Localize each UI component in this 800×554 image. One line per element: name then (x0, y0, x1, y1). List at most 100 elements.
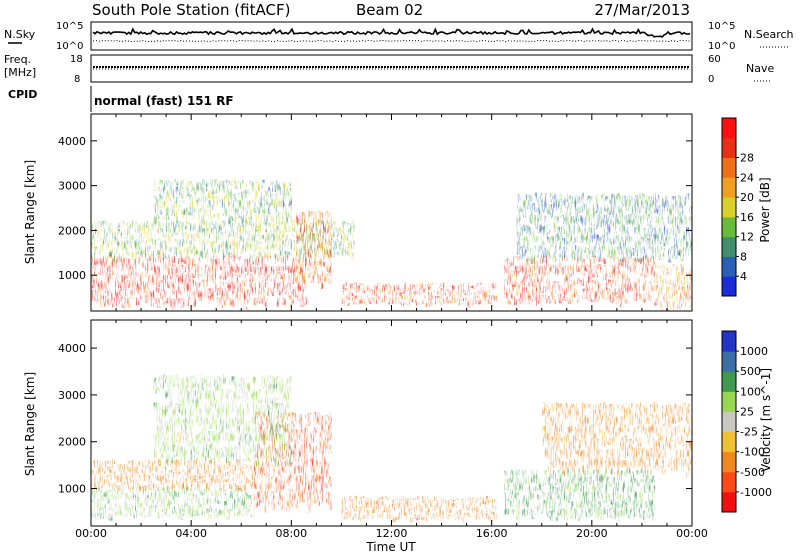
echo-cell (389, 289, 393, 295)
echo-cell (94, 474, 98, 478)
echo-cell (235, 485, 240, 491)
echo-cell (192, 187, 197, 197)
echo-cell (556, 402, 561, 415)
echo-cell (431, 302, 435, 306)
echo-cell (667, 204, 672, 221)
echo-cell (559, 437, 564, 447)
echo-cell (237, 417, 241, 435)
echo-cell (228, 389, 233, 400)
echo-cell (291, 219, 295, 227)
echo-cell (139, 511, 143, 516)
echo-cell (159, 244, 164, 252)
echo-cell (296, 236, 300, 245)
echo-cell (103, 220, 107, 227)
echo-cell (264, 431, 268, 442)
echo-cell (598, 217, 602, 228)
echo-cell (667, 217, 672, 224)
echo-cell (619, 206, 624, 215)
echo-cell (328, 274, 332, 284)
echo-cell (540, 203, 545, 213)
echo-cell (594, 500, 598, 510)
echo-cell (247, 484, 252, 489)
echo-cell (205, 485, 210, 491)
echo-cell (237, 214, 241, 219)
echo-cell (663, 265, 667, 275)
echo-cell (395, 503, 399, 507)
echo-cell (622, 414, 627, 422)
echo-cell (576, 477, 580, 486)
echo-cell (165, 273, 170, 284)
echo-cell (123, 298, 128, 309)
echo-cell (169, 460, 173, 466)
echo-cell (276, 282, 280, 290)
noise-left-tick-top: 10^5 (56, 21, 83, 32)
echo-cell (183, 221, 188, 228)
echo-cell (553, 426, 558, 436)
echo-cell (540, 192, 545, 203)
echo-cell (231, 239, 235, 248)
echo-cell (103, 264, 107, 275)
echo-cell (543, 215, 548, 223)
echo-cell (255, 233, 259, 238)
echo-cell (258, 189, 262, 196)
echo-cell (484, 495, 489, 501)
echo-cell (313, 459, 318, 477)
echo-cell (371, 509, 375, 514)
echo-cell (187, 460, 192, 466)
echo-cell (431, 506, 435, 510)
echo-cell (674, 272, 679, 282)
echo-cell (154, 460, 158, 467)
echo-cell (645, 470, 649, 479)
echo-cell (109, 482, 113, 488)
echo-cell (210, 445, 215, 464)
echo-cell (154, 489, 158, 496)
echo-cell (478, 300, 483, 304)
echo-cell (674, 426, 678, 437)
echo-cell (365, 506, 369, 509)
echo-cell (121, 513, 125, 517)
echo-cell (580, 438, 585, 447)
echo-cell (347, 509, 351, 514)
echo-cell (313, 446, 318, 459)
echo-cell (198, 289, 203, 299)
echo-cell (180, 228, 185, 236)
echo-cell (190, 460, 195, 468)
echo-cell (249, 233, 253, 242)
echo-cell (604, 425, 609, 435)
echo-cell (540, 273, 544, 283)
echo-cell (674, 438, 678, 453)
echo-cell (350, 232, 355, 239)
echo-cell (154, 466, 158, 470)
echo-cell (439, 503, 444, 508)
echo-cell (404, 297, 408, 300)
echo-cell (186, 288, 191, 300)
echo-cell (661, 237, 666, 247)
echo-cell (671, 457, 675, 471)
echo-cell (130, 511, 134, 516)
echo-cell (627, 510, 631, 518)
echo-cell (180, 431, 185, 440)
echo-cell (504, 479, 508, 486)
echo-cell (328, 224, 332, 241)
echo-cell (571, 459, 576, 473)
echo-cell (559, 226, 563, 239)
echo-cell (321, 220, 325, 225)
echo-cell (341, 299, 345, 302)
echo-cell (162, 274, 167, 284)
echo-cell (225, 388, 230, 403)
echo-cell (189, 199, 194, 209)
echo-cell (344, 500, 348, 506)
echo-cell (207, 420, 212, 429)
echo-cell (592, 415, 597, 425)
echo-cell (582, 263, 586, 271)
echo-cell (493, 295, 498, 299)
echo-cell (144, 282, 149, 292)
echo-cell (103, 478, 107, 485)
echo-cell (261, 206, 265, 214)
echo-cell (319, 271, 324, 289)
echo-cell (225, 179, 230, 187)
echo-cell (353, 298, 357, 303)
echo-cell (225, 288, 230, 297)
echo-cell (151, 465, 155, 471)
echo-cell (615, 485, 619, 496)
